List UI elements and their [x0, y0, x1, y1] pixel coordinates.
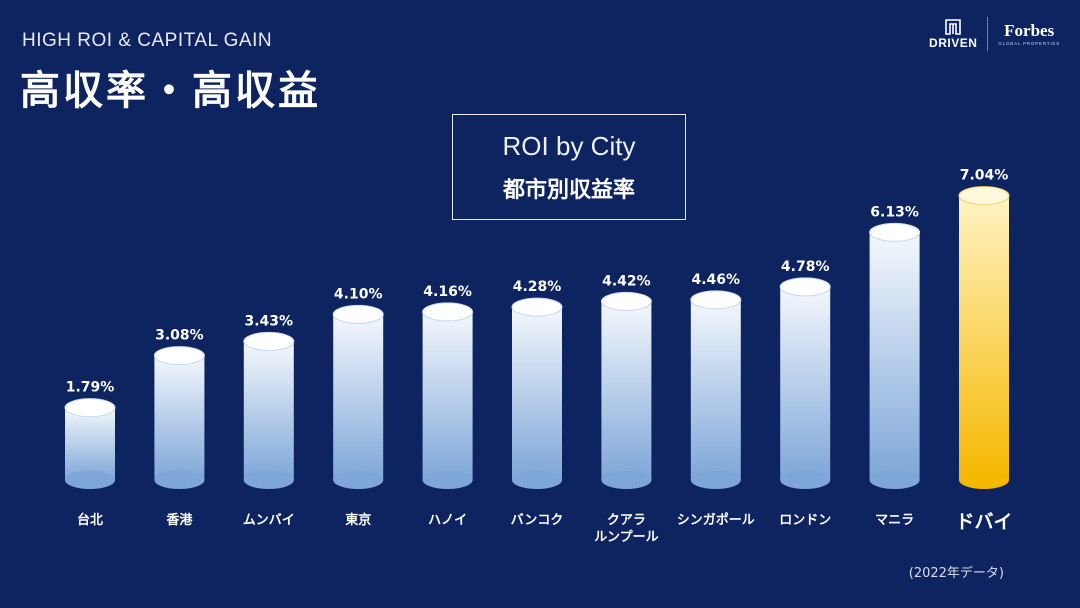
category-label-0: 台北 [77, 512, 103, 528]
value-label-7: 4.46% [692, 272, 741, 288]
bar-cap-7 [690, 290, 742, 310]
category-label-3: 東京 [345, 512, 371, 528]
bar-cap-6 [600, 291, 652, 311]
bar-cap-1 [153, 346, 205, 366]
bar-base-9 [869, 471, 920, 489]
bar-5 [512, 307, 562, 480]
bar-0 [65, 407, 115, 480]
chart-subtitle: 都市別収益率 [502, 177, 635, 203]
bar-cap-0 [64, 398, 116, 418]
value-label-0: 1.79% [66, 380, 115, 396]
bar-1 [154, 355, 205, 480]
bar-3 [333, 314, 384, 480]
bar-base-2 [243, 471, 294, 489]
bar-cap-4 [422, 302, 474, 322]
category-label-8: ロンドン [779, 513, 831, 528]
bar-base-1 [154, 471, 205, 489]
forbes-subline: GLOBAL PROPERTIES [998, 41, 1060, 46]
page-title: 高収率・高収益 [20, 68, 321, 114]
bar-10 [959, 195, 1009, 481]
category-label-7: シンガポール [677, 512, 755, 528]
category-label-2: ムンバイ [243, 513, 295, 528]
bar-base-10 [959, 471, 1009, 489]
bar-base-0 [65, 471, 115, 489]
bar-base-4 [422, 471, 473, 489]
value-label-6: 4.42% [602, 273, 651, 289]
forbes-logo: Forbes GLOBAL PROPERTIES [998, 22, 1060, 46]
bar-4 [422, 311, 473, 480]
bar-8 [780, 286, 831, 480]
forbes-wordmark: Forbes [1004, 21, 1055, 40]
bar-2 [243, 341, 294, 480]
category-label-6: クアラルンプール [594, 513, 658, 545]
bar-cap-3 [332, 304, 384, 324]
category-label-4: ハノイ [428, 513, 467, 528]
section-subtitle: HIGH ROI & CAPITAL GAIN [22, 30, 273, 51]
value-label-8: 4.78% [781, 259, 830, 275]
bar-base-6 [601, 471, 652, 489]
data-year-note: (2022年データ) [908, 566, 1004, 581]
value-label-1: 3.08% [155, 328, 204, 344]
driven-logo: DRIVEN [929, 18, 977, 50]
bar-cap-5 [511, 297, 563, 317]
chart-title: ROI by City [502, 130, 636, 161]
driven-mark-icon [945, 19, 962, 35]
bar-cap-2 [243, 331, 295, 351]
category-label-9: マニラ [875, 513, 914, 528]
value-label-5: 4.28% [513, 279, 562, 295]
category-label-5: バンコク [511, 513, 564, 528]
bar-cap-9 [869, 222, 921, 242]
bar-base-3 [333, 471, 384, 489]
value-label-9: 6.13% [870, 204, 919, 220]
bar-9 [869, 232, 920, 480]
value-label-10: 7.04% [960, 168, 1009, 184]
bar-base-5 [512, 471, 562, 489]
value-label-3: 4.10% [334, 286, 383, 302]
bar-6 [601, 301, 652, 480]
value-label-2: 3.43% [245, 313, 294, 329]
bar-cap-8 [779, 277, 831, 297]
bar-7 [690, 299, 741, 480]
category-label-10: ドバイ [955, 511, 1012, 533]
category-label-1: 香港 [165, 512, 193, 528]
driven-wordmark: DRIVEN [929, 36, 978, 50]
bar-base-7 [690, 471, 741, 489]
bar-base-8 [780, 471, 831, 489]
chart-title-box: ROI by City 都市別収益率 [452, 114, 686, 220]
logo-divider [987, 17, 989, 51]
value-label-4: 4.16% [423, 284, 472, 300]
brand-logos: DRIVEN Forbes GLOBAL PROPERTIES [929, 16, 1060, 52]
bar-cap-10 [958, 186, 1010, 206]
